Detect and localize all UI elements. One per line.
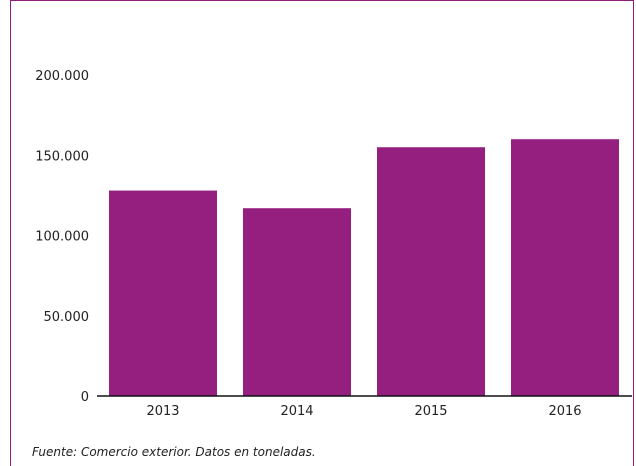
x-tick-label: 2014 [280,404,313,419]
x-tick-label: 2013 [146,404,179,419]
y-tick-label: 50.000 [44,310,90,325]
source-note: Fuente: Comercio exterior. Datos en tone… [32,445,316,459]
y-tick-label: 150.000 [35,149,89,164]
bar-2015 [377,147,485,396]
x-tick-label: 2015 [414,404,447,419]
y-tick-label: 0 [81,390,89,405]
y-axis-ticks: 0 50.000 100.000 150.000 200.000 [35,69,89,405]
x-tick-label: 2016 [548,404,581,419]
y-tick-label: 100.000 [35,230,89,245]
chart-frame [10,0,634,466]
bar-2016 [511,139,619,396]
bar-2013 [109,190,217,396]
bar-2014 [243,208,351,396]
y-tick-label: 200.000 [35,69,89,84]
bars [109,139,619,396]
x-axis-ticks: 2013 2014 2015 2016 [146,404,581,419]
